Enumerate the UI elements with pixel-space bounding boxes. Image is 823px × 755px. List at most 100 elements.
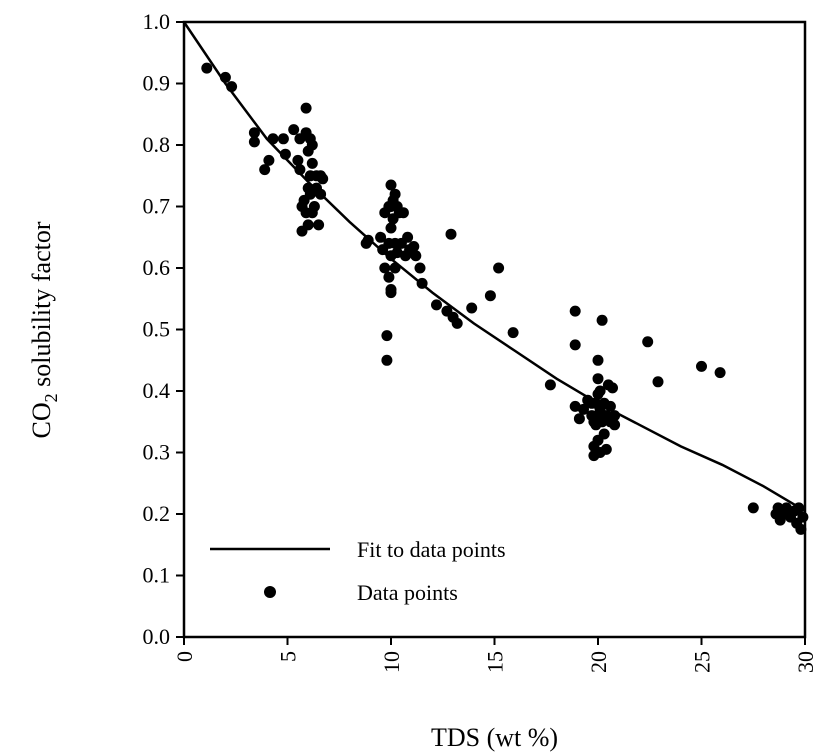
data-point bbox=[573, 413, 585, 425]
data-point bbox=[592, 354, 604, 366]
axis-titles: TDS (wt %) CO2 solubility factor bbox=[27, 221, 558, 752]
data-point bbox=[797, 511, 809, 523]
legend-point-swatch bbox=[264, 586, 276, 598]
y-axis-title-subscript: 2 bbox=[41, 393, 61, 402]
y-tick-label: 0.5 bbox=[143, 317, 171, 342]
legend-label-fit: Fit to data points bbox=[357, 537, 506, 562]
legend: Fit to data points Data points bbox=[210, 537, 506, 605]
x-tick-label: 25 bbox=[690, 651, 715, 673]
data-point bbox=[306, 139, 318, 151]
y-tick-label: 0.6 bbox=[143, 255, 171, 280]
y-tick-label: 1.0 bbox=[143, 9, 171, 34]
axes: 0.0 0.1 0.2 0.3 0.4 0.5 0.6 0.7 0.8 0.9 1.0 0 5 10 15 2… bbox=[143, 9, 819, 673]
data-point bbox=[375, 231, 387, 243]
y-axis-title-rest: solubility factor bbox=[27, 221, 56, 393]
data-point bbox=[793, 502, 805, 514]
y-axis-title: CO2 solubility factor bbox=[27, 221, 61, 438]
x-axis-title: TDS (wt %) bbox=[431, 723, 558, 752]
data-point bbox=[389, 188, 401, 200]
data-point bbox=[652, 376, 664, 388]
data-point bbox=[431, 299, 442, 311]
legend-label-points: Data points bbox=[357, 580, 458, 605]
x-tick-label: 30 bbox=[793, 651, 818, 673]
data-point bbox=[313, 219, 325, 231]
x-tick-label: 0 bbox=[172, 651, 197, 662]
data-point bbox=[600, 443, 612, 455]
data-point bbox=[248, 127, 260, 139]
y-tick-label: 0.8 bbox=[143, 132, 171, 157]
y-tick-label: 0.3 bbox=[143, 440, 171, 465]
data-point bbox=[277, 133, 289, 145]
data-point bbox=[402, 231, 414, 243]
data-point bbox=[302, 219, 314, 231]
data-point bbox=[714, 367, 726, 379]
data-point bbox=[466, 302, 478, 314]
data-point bbox=[379, 262, 391, 274]
data-point bbox=[300, 102, 312, 114]
data-point bbox=[696, 360, 707, 372]
data-point bbox=[383, 271, 395, 283]
data-point bbox=[569, 305, 581, 317]
data-point bbox=[795, 523, 807, 535]
data-point bbox=[414, 262, 426, 274]
data-point bbox=[598, 428, 610, 440]
fit-line-layer bbox=[182, 21, 806, 512]
data-point bbox=[451, 317, 463, 329]
y-tick-label: 0.1 bbox=[143, 563, 171, 588]
data-point bbox=[569, 400, 581, 412]
x-tick-label: 20 bbox=[586, 651, 611, 673]
data-point bbox=[219, 71, 231, 83]
y-axis-title-main: CO bbox=[27, 402, 56, 438]
data-point bbox=[381, 354, 393, 366]
data-point bbox=[308, 201, 320, 212]
x-tick-label: 15 bbox=[483, 651, 508, 673]
fit-line bbox=[182, 21, 806, 512]
data-point bbox=[604, 400, 616, 412]
data-point bbox=[747, 502, 759, 514]
data-point bbox=[226, 81, 238, 93]
data-point bbox=[279, 148, 291, 160]
data-point bbox=[306, 157, 318, 169]
data-point bbox=[385, 179, 397, 191]
data-point bbox=[317, 173, 329, 185]
data-point bbox=[259, 164, 271, 176]
data-point bbox=[381, 330, 393, 342]
data-point bbox=[507, 327, 519, 339]
data-point bbox=[569, 339, 581, 351]
data-point bbox=[594, 385, 606, 397]
y-tick-label: 0.9 bbox=[143, 71, 171, 96]
data-point bbox=[416, 277, 428, 289]
data-point bbox=[292, 154, 304, 166]
data-point bbox=[385, 287, 397, 299]
data-point bbox=[484, 290, 496, 302]
data-point bbox=[445, 228, 457, 240]
data-point bbox=[263, 154, 275, 166]
y-tick-label: 0.7 bbox=[143, 194, 171, 219]
y-tick-label: 0.2 bbox=[143, 501, 171, 526]
data-point bbox=[607, 382, 618, 394]
data-point bbox=[389, 262, 401, 274]
y-tick-label: 0.4 bbox=[143, 378, 171, 403]
data-point bbox=[294, 164, 306, 176]
data-point bbox=[544, 379, 556, 391]
data-point bbox=[609, 419, 621, 431]
data-point bbox=[578, 403, 589, 415]
data-point bbox=[592, 373, 604, 385]
data-point bbox=[362, 234, 374, 246]
data-points-layer bbox=[201, 62, 809, 535]
data-point bbox=[267, 133, 279, 145]
data-point bbox=[493, 262, 505, 274]
data-point bbox=[391, 247, 403, 259]
data-point bbox=[642, 336, 654, 348]
data-point bbox=[397, 207, 409, 219]
data-point bbox=[201, 62, 213, 74]
x-tick-label: 5 bbox=[276, 651, 301, 662]
data-point bbox=[288, 124, 300, 136]
data-point bbox=[315, 188, 327, 200]
y-tick-label: 0.0 bbox=[143, 624, 171, 649]
data-point bbox=[410, 250, 422, 262]
data-point bbox=[609, 410, 621, 422]
data-point bbox=[248, 136, 260, 148]
x-tick-label: 10 bbox=[379, 651, 404, 673]
